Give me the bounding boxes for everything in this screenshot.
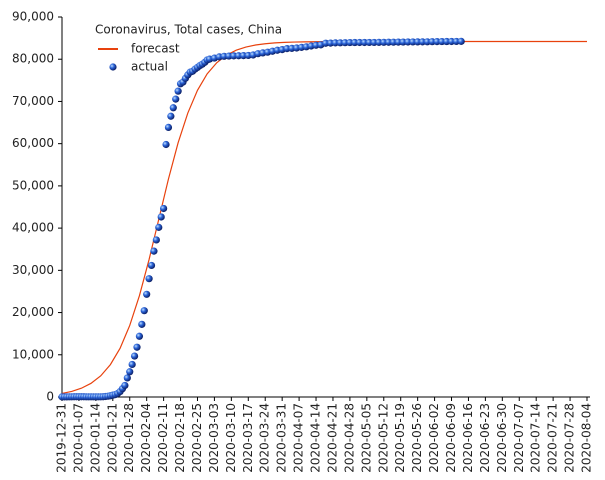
x-tick-label: 2020-05-26 — [410, 403, 424, 473]
x-tick-label: 2020-06-09 — [444, 403, 458, 473]
actual-point — [172, 95, 180, 103]
x-tick-label: 2020-03-10 — [224, 403, 238, 473]
x-tick-label: 2020-02-25 — [190, 403, 204, 473]
actual-point — [152, 236, 160, 244]
legend-label: actual — [131, 60, 168, 74]
chart-title: Coronavirus, Total cases, China — [95, 23, 282, 37]
x-tick-label: 2020-04-21 — [325, 403, 339, 473]
actual-point — [164, 123, 173, 132]
actual-point — [140, 307, 148, 315]
x-tick-label: 2020-03-03 — [207, 403, 221, 473]
x-tick-label: 2020-07-07 — [512, 403, 526, 473]
actual-point — [174, 87, 182, 95]
actual-point — [143, 290, 151, 298]
y-tick-label: 10,000 — [12, 347, 54, 361]
x-tick-label: 2020-07-28 — [563, 403, 577, 473]
forecast-line — [61, 40, 587, 395]
x-tick-label: 2020-02-18 — [173, 403, 187, 473]
x-tick-label: 2020-03-24 — [258, 403, 272, 473]
actual-point — [157, 213, 165, 221]
actual-point — [123, 374, 131, 382]
y-tick-label: 40,000 — [12, 221, 54, 235]
x-tick-label: 2020-06-23 — [478, 403, 492, 473]
actual-point — [130, 352, 139, 360]
x-tick-label: 2020-06-30 — [495, 403, 509, 473]
y-tick-label: 20,000 — [12, 305, 54, 319]
y-tick-label: 80,000 — [12, 52, 54, 66]
actual-point — [138, 320, 146, 328]
actual-point — [457, 37, 465, 45]
x-tick-label: 2020-01-21 — [105, 403, 119, 473]
actual-point — [160, 204, 168, 213]
x-tick-label: 2020-08-04 — [580, 403, 594, 473]
x-tick-label: 2020-04-14 — [309, 403, 323, 473]
x-tick-label: 2019-12-31 — [55, 403, 69, 473]
y-tick-label: 70,000 — [12, 94, 54, 108]
x-tick-label: 2020-06-16 — [461, 403, 475, 473]
x-tick-label: 2020-06-02 — [427, 403, 441, 473]
actual-point — [167, 112, 175, 120]
y-tick-label: 50,000 — [12, 178, 54, 192]
x-tick-label: 2020-05-12 — [376, 403, 390, 473]
actual-point — [150, 247, 158, 255]
x-tick-label: 2020-01-28 — [122, 403, 136, 473]
x-tick-label: 2020-04-28 — [342, 403, 356, 473]
actual-point — [147, 261, 156, 270]
x-tick-label: 2020-02-04 — [139, 403, 153, 473]
y-tick-label: 30,000 — [12, 263, 54, 277]
x-tick-label: 2020-03-17 — [241, 403, 255, 473]
x-tick-label: 2020-01-07 — [71, 403, 85, 473]
legend-swatch — [109, 63, 117, 71]
y-tick-label: 0 — [46, 390, 54, 404]
actual-point — [155, 223, 163, 231]
x-tick-label: 2020-07-14 — [529, 403, 543, 473]
x-tick-label: 2020-02-11 — [156, 403, 170, 473]
actual-point — [133, 343, 141, 351]
y-tick-label: 60,000 — [12, 136, 54, 150]
actual-point — [145, 275, 153, 283]
actual-point — [135, 332, 144, 340]
x-tick-label: 2020-07-21 — [546, 403, 560, 473]
x-tick-label: 2020-04-07 — [292, 403, 306, 473]
actual-point — [169, 104, 177, 112]
actual-point — [128, 360, 136, 369]
actual-point — [162, 140, 170, 149]
actual-point — [126, 368, 134, 376]
x-tick-label: 2020-05-19 — [393, 403, 407, 473]
x-tick-label: 2020-01-14 — [88, 403, 102, 473]
x-tick-label: 2020-05-05 — [359, 403, 373, 473]
actual-point — [121, 381, 129, 390]
y-tick-label: 90,000 — [12, 10, 54, 24]
x-tick-label: 2020-03-31 — [275, 403, 289, 473]
legend-label: forecast — [131, 42, 180, 56]
